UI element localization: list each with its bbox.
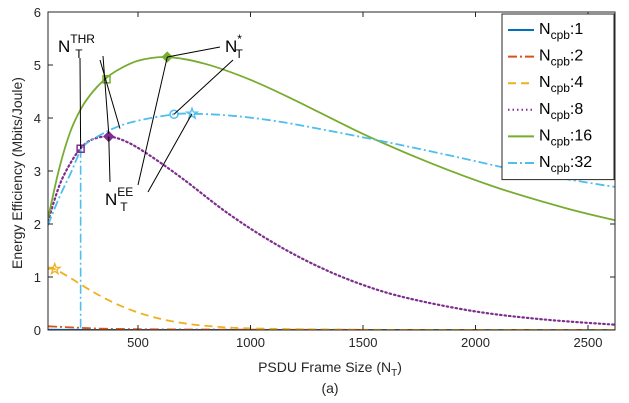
y-tick-label: 5: [34, 58, 41, 73]
annotation-leader-line: [147, 113, 193, 193]
x-axis-label: PSDU Frame Size (NT): [258, 359, 402, 379]
y-tick-label: 4: [34, 111, 41, 126]
figure-caption: (a): [321, 380, 338, 396]
y-tick-label: 1: [34, 270, 41, 285]
annotation-layer: NTHR T N* T NEE T: [58, 32, 243, 214]
x-tick-label: 2000: [461, 335, 490, 350]
x-tick-label: 1500: [349, 335, 378, 350]
legend-entry: Ncpb:1: [539, 21, 583, 42]
annotation-leader-line: [102, 55, 110, 134]
legend-entry: Ncpb:4: [539, 74, 583, 95]
legend-entry: Ncpb:2: [539, 48, 583, 69]
x-tick-label: 1000: [236, 335, 265, 350]
y-axis-label: Energy Efficiency (Mbits/Joule): [9, 77, 25, 269]
marker-star: [47, 261, 62, 276]
x-tick-label: 500: [127, 335, 149, 350]
annotation-leader-line: [108, 136, 111, 183]
legend: Ncpb:1 Ncpb:2 Ncpb:4 Ncpb:8 Ncpb:16 Ncpb:32: [501, 13, 615, 181]
legend-entry: Ncpb:8: [539, 101, 583, 122]
series-line-cpb2: [48, 325, 615, 330]
legend-entry: Ncpb:32: [539, 154, 592, 175]
x-tick-label: 2500: [574, 335, 603, 350]
series-line-cpb8: [48, 135, 615, 326]
annotation-leader-line: [99, 59, 121, 129]
annotation-leader-line: [79, 57, 82, 149]
y-tick-label: 2: [34, 217, 41, 232]
annotation-label: NEE T: [105, 185, 133, 214]
annotation-label: N* T: [225, 32, 243, 61]
annotation-leader-line: [167, 46, 221, 58]
tick-layer: 500 1000 1500 2000 2500 0 1 2 3 4 5 6: [34, 5, 615, 350]
annotation-leader-line: [173, 59, 234, 115]
legend-entry: Ncpb:16: [539, 127, 592, 148]
legend-box: [501, 13, 615, 181]
series-line-cpb4: [48, 267, 615, 330]
annotation-label: NTHR T: [58, 32, 95, 61]
annotation-leader-line: [137, 56, 168, 186]
marker-circle: [169, 109, 179, 120]
y-tick-label: 0: [34, 323, 41, 338]
y-tick-label: 6: [34, 5, 41, 20]
marker-star: [184, 106, 200, 120]
y-tick-label: 3: [34, 164, 41, 179]
